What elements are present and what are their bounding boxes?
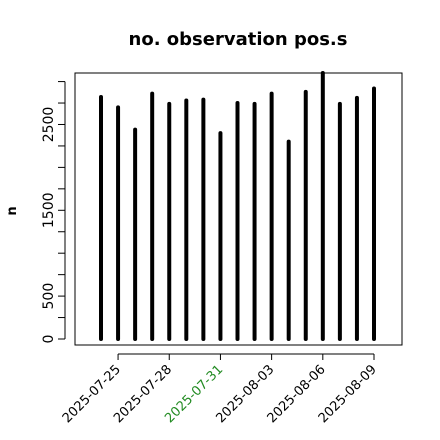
y-tick-label: 2500 <box>41 107 57 143</box>
y-tick-label: 500 <box>41 283 57 310</box>
plot-frame <box>74 72 403 346</box>
y-axis-label: n <box>5 206 20 215</box>
y-tick-label: 0 <box>41 335 57 344</box>
bars-group <box>99 71 376 341</box>
y-axis: 0 500 1500 2500 <box>41 81 66 344</box>
chart-title: no. observation pos.s <box>129 29 348 50</box>
y-tick-label: 1500 <box>41 192 57 228</box>
x-axis: 2025-07-252025-07-282025-07-312025-08-03… <box>60 353 380 426</box>
